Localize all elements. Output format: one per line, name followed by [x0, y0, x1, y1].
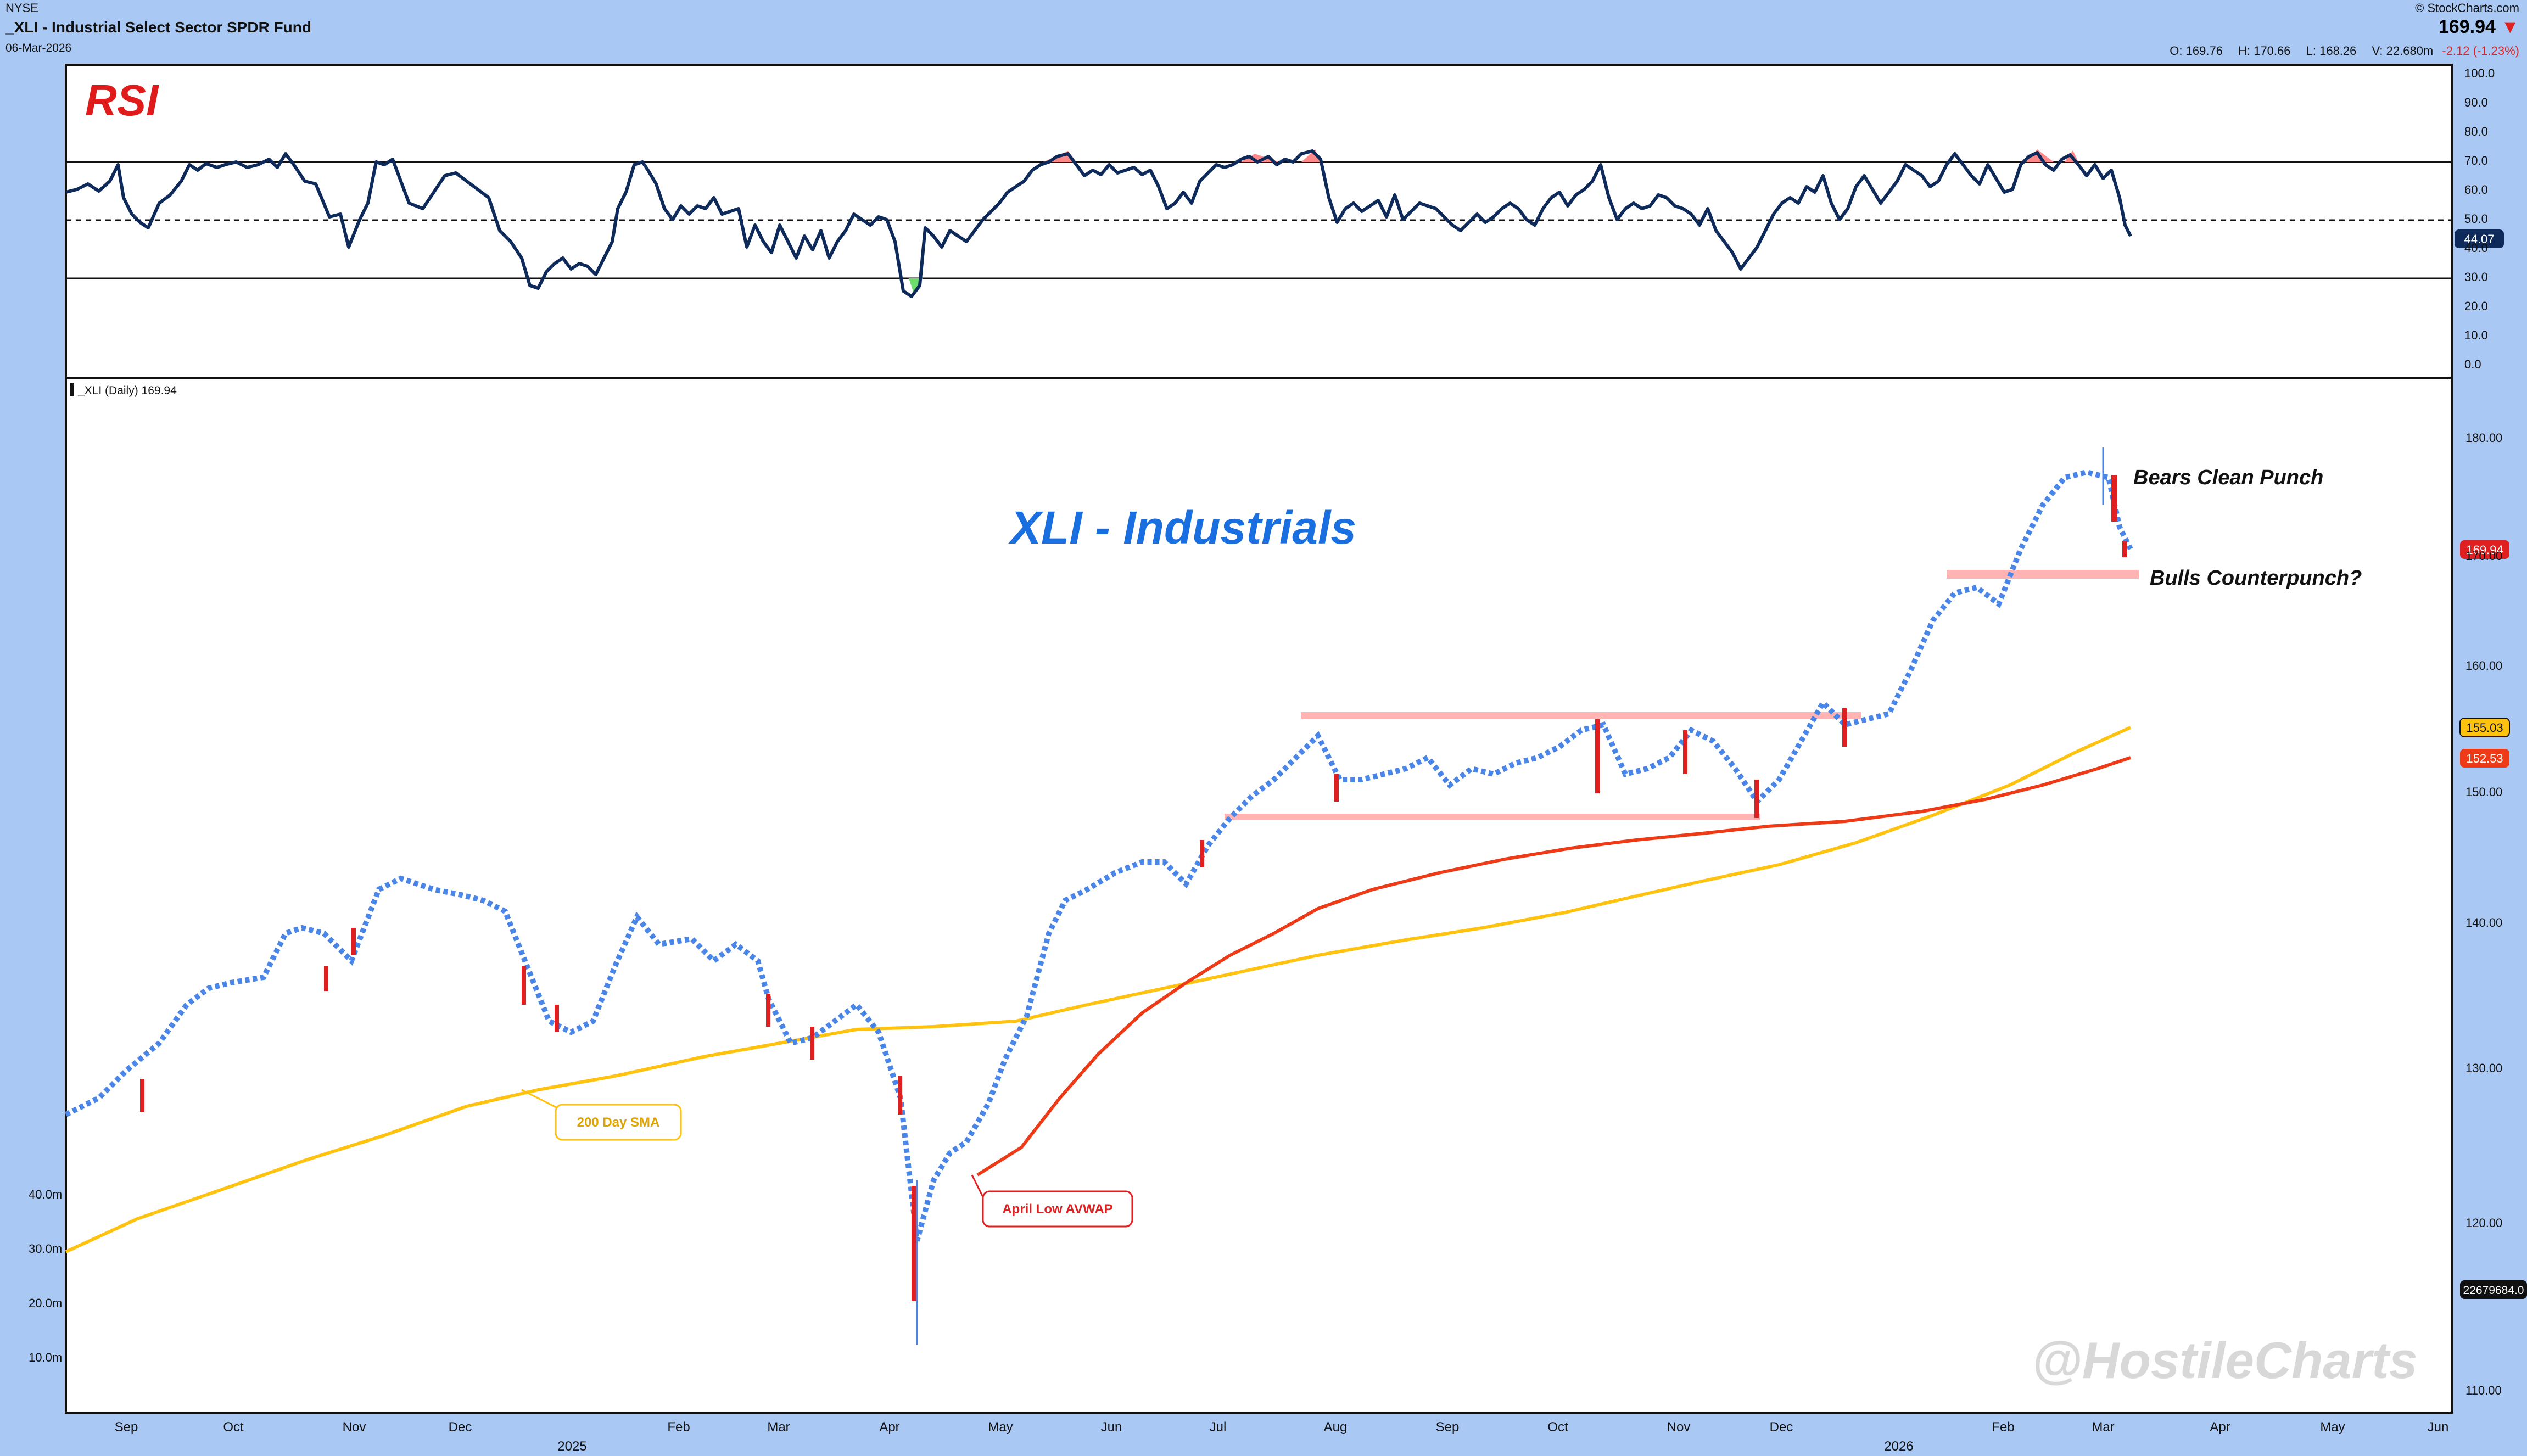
volume-tick: 30.0m: [29, 1242, 62, 1256]
price-panel: [65, 377, 2453, 1414]
price-tick: 170.00: [2465, 549, 2502, 563]
x-tick: Feb: [1992, 1420, 2014, 1435]
rsi-tick: 70.0: [2464, 154, 2488, 167]
price-tick: 150.00: [2465, 785, 2502, 799]
volume-badge-value: 22679684.0: [2463, 1284, 2524, 1297]
price-tick: 130.00: [2465, 1061, 2502, 1075]
avwap-line: [976, 756, 2131, 1177]
rsi-panel: [65, 64, 2453, 379]
rsi-tick: 50.0: [2464, 212, 2488, 226]
rsi-line: [65, 149, 2132, 298]
avwap-badge: [2460, 749, 2509, 768]
rsi-tick: 100.0: [2464, 66, 2495, 80]
volume-axis: 40.0m 30.0m 20.0m 10.0m: [29, 1188, 62, 1364]
x-tick: Sep: [115, 1420, 138, 1435]
rsi-title: RSI: [85, 76, 159, 125]
support-zone: [1225, 814, 1760, 820]
resistance-zone: [1301, 712, 1861, 719]
x-tick: 2025: [557, 1439, 586, 1454]
avwap-label: April Low AVWAP: [1002, 1202, 1112, 1217]
volume-tick: 40.0m: [29, 1188, 62, 1201]
brand-label: © StockCharts.com: [2415, 1, 2519, 15]
exchange-label: NYSE: [5, 1, 38, 15]
ohlc-low: 168.26: [2319, 44, 2357, 58]
sma200-line: [65, 726, 2132, 1253]
annotation-bears: Bears Clean Punch: [2133, 466, 2323, 489]
down-arrow-icon: ▼: [2501, 16, 2519, 37]
x-tick: Nov: [343, 1420, 366, 1435]
sma-label: 200 Day SMA: [577, 1115, 660, 1130]
x-tick: Sep: [1436, 1420, 1460, 1435]
price-tick: 180.00: [2465, 431, 2502, 445]
x-tick: Apr: [2210, 1420, 2230, 1435]
x-tick: Jun: [1101, 1420, 1122, 1435]
rsi-tick: 60.0: [2464, 183, 2488, 197]
x-tick: Dec: [1770, 1420, 1793, 1435]
rsi-last-badge: [2455, 229, 2504, 248]
price-panel-label: _XLI (Daily) 169.94: [77, 384, 177, 397]
sma-badge-value: 155.03: [2466, 721, 2503, 735]
avwap-badge-value: 152.53: [2466, 752, 2503, 765]
price-tick: 140.00: [2465, 916, 2502, 929]
volume-tick: 20.0m: [29, 1296, 62, 1310]
x-tick: Apr: [879, 1420, 899, 1435]
price-tick: 120.00: [2465, 1216, 2502, 1230]
price-tick: 110.00: [2465, 1384, 2502, 1397]
rsi-tick: 90.0: [2464, 96, 2488, 109]
candlesticks: [64, 447, 2133, 1345]
ohlc-open: 169.76: [2185, 44, 2223, 58]
x-axis: Sep Oct Nov Dec 2025 Feb Mar Apr May Jun…: [115, 1420, 2449, 1454]
rsi-tick: 30.0: [2464, 270, 2488, 284]
price-badge-value: 169.94: [2466, 543, 2503, 557]
rsi-tick: 0.0: [2464, 357, 2481, 371]
rsi-tick: 20.0: [2464, 299, 2488, 313]
x-tick: Feb: [667, 1420, 690, 1435]
x-tick: Jul: [1210, 1420, 1227, 1435]
sma-callout: 200 Day SMA: [521, 1089, 682, 1141]
ohlc-vol-label: V:: [2372, 44, 2383, 58]
volume-tick: 10.0m: [29, 1351, 62, 1364]
rsi-tick: 40.0: [2464, 241, 2488, 255]
ohlc-row: O: 169.76 H: 170.66 L: 168.26 V: 22.680m…: [2170, 44, 2519, 58]
last-price: 169.94: [2438, 16, 2496, 37]
ohlc-low-label: L:: [2306, 44, 2316, 58]
x-tick: Oct: [1547, 1420, 1568, 1435]
x-tick: 2026: [1884, 1439, 1913, 1454]
chart-title: XLI - Industrials: [1008, 502, 1356, 553]
rsi-tick: 80.0: [2464, 125, 2488, 138]
rsi-axis: 100.0 90.0 80.0 70.0 60.0 50.0 40.0 30.0…: [2464, 66, 2495, 371]
ohlc-volume: 22.680m: [2386, 44, 2434, 58]
x-tick: Mar: [767, 1420, 790, 1435]
ohlc-high: 170.66: [2254, 44, 2291, 58]
annotation-bulls: Bulls Counterpunch?: [2150, 567, 2362, 590]
rsi-last-value: 44.07: [2464, 232, 2494, 246]
rsi-tick: 10.0: [2464, 328, 2488, 342]
x-tick: May: [2320, 1420, 2345, 1435]
price-badge: [2460, 540, 2509, 559]
x-tick: Oct: [223, 1420, 244, 1435]
breakout-zone: [1947, 570, 2139, 579]
volume-badge: [2460, 1280, 2527, 1299]
ohlc-high-label: H:: [2238, 44, 2251, 58]
avwap-callout: April Low AVWAP: [971, 1174, 1133, 1228]
x-tick: May: [988, 1420, 1013, 1435]
chart-header-title: _XLI - Industrial Select Sector SPDR Fun…: [5, 19, 311, 36]
x-tick: Mar: [2092, 1420, 2114, 1435]
x-tick: Jun: [2428, 1420, 2449, 1435]
x-tick: Aug: [1324, 1420, 1348, 1435]
watermark: @HostileCharts: [2032, 1331, 2418, 1389]
sma-badge: [2459, 718, 2510, 737]
price-path-up: [64, 469, 2133, 1242]
x-tick: Dec: [449, 1420, 472, 1435]
price-tick: 160.00: [2465, 659, 2502, 673]
price-axis: 180.00 170.00 160.00 150.00 140.00 130.0…: [2465, 431, 2502, 1397]
chart-date: 06-Mar-2026: [5, 42, 72, 54]
last-price-block: 169.94 ▼: [2439, 16, 2519, 38]
x-tick: Nov: [1667, 1420, 1691, 1435]
ohlc-change: -2.12 (-1.23%): [2442, 44, 2519, 58]
ohlc-open-label: O:: [2170, 44, 2183, 58]
